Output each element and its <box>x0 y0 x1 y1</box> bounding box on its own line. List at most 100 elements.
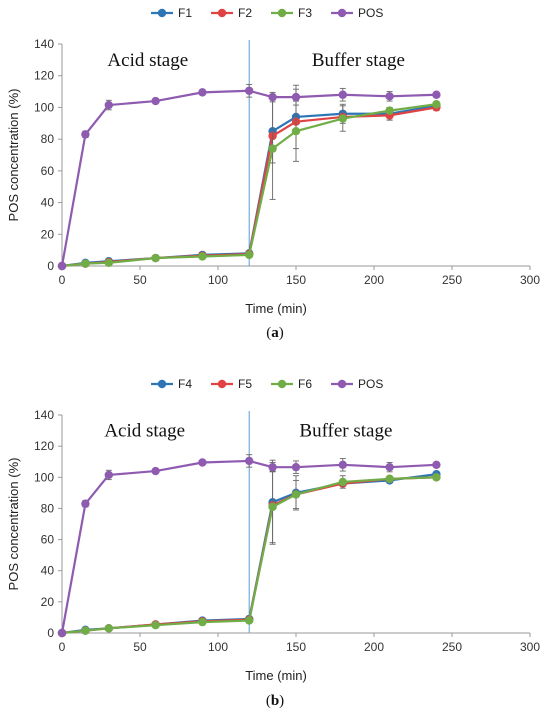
chart-panel-b: 0 20 40 60 80 100 120 140 0 50 100 150 200 250 300 Time… <box>0 358 550 716</box>
data-point-pos <box>198 88 207 97</box>
data-point-pos <box>57 261 67 271</box>
legend-label: POS <box>358 6 383 20</box>
y-tick-label: 40 <box>41 196 55 210</box>
data-point-f6 <box>104 624 114 633</box>
legend-label: F3 <box>298 6 312 20</box>
data-point-f3 <box>432 100 441 109</box>
x-tick-label: 50 <box>133 640 147 654</box>
legend-item-f3: F3 <box>271 6 312 20</box>
chart-a-svg: 0 20 40 60 80 100 120 140 0 50 100 150 200 250 300 Time… <box>6 6 540 316</box>
data-point-f6 <box>245 616 254 625</box>
x-tick-label: 300 <box>520 640 540 654</box>
buffer-stage-label: Buffer stage <box>312 50 405 71</box>
data-point-pos <box>245 86 254 95</box>
y-tick-label: 40 <box>41 564 55 578</box>
acid-stage-label: Acid stage <box>104 421 185 442</box>
data-point-pos <box>104 100 114 110</box>
data-point-f6 <box>291 490 301 499</box>
legend-marker <box>217 8 227 18</box>
data-point-f3 <box>338 114 347 123</box>
x-tick-label: 250 <box>442 640 462 654</box>
legend-marker <box>277 379 287 389</box>
data-point-pos <box>338 90 347 99</box>
y-tick-label: 60 <box>41 164 55 178</box>
x-tick-label: 150 <box>286 640 306 654</box>
y-axis-title: POS concentration (%) <box>6 89 21 222</box>
x-tick-label: 200 <box>364 273 384 287</box>
data-point-pos <box>432 460 441 470</box>
x-tick-label: 150 <box>286 273 306 287</box>
data-point-pos <box>57 628 67 638</box>
legend-item-f2: F2 <box>211 6 252 20</box>
legend-marker <box>337 379 347 389</box>
legend-marker <box>217 379 227 389</box>
y-tick-label: 120 <box>34 439 54 453</box>
data-point-pos <box>81 130 90 139</box>
data-point-f6 <box>268 502 277 512</box>
legend-label: F5 <box>238 377 252 391</box>
y-tick-label: 0 <box>47 259 54 273</box>
data-point-f3 <box>291 127 301 136</box>
series-pos <box>57 83 441 271</box>
legend-marker <box>337 8 347 18</box>
data-point-f6 <box>151 621 160 630</box>
x-tick-label: 100 <box>208 273 228 287</box>
data-point-pos <box>268 462 277 472</box>
legend-label: POS <box>358 377 383 391</box>
series-f3 <box>57 97 441 271</box>
x-tick-label: 200 <box>364 640 384 654</box>
data-point-f3 <box>385 106 394 115</box>
y-tick-label: 60 <box>41 533 55 547</box>
legend-item-pos: POS <box>331 377 383 391</box>
legend-label: F4 <box>178 377 192 391</box>
x-axis-title: Time (min) <box>245 301 307 316</box>
data-point-f3 <box>104 258 114 268</box>
y-tick-label: 20 <box>41 595 55 609</box>
data-point-pos <box>385 92 394 101</box>
data-point-f6 <box>432 473 441 482</box>
legend-label: F6 <box>298 377 312 391</box>
data-point-f6 <box>385 474 394 484</box>
y-tick-label: 120 <box>34 69 54 83</box>
y-tick-label: 20 <box>41 227 55 241</box>
data-point-f6 <box>338 477 347 487</box>
x-tick-label: 100 <box>208 640 228 654</box>
caption-b: (b) <box>265 693 285 709</box>
y-tick-label: 100 <box>34 470 54 484</box>
legend-label: F1 <box>178 6 192 20</box>
legend-marker <box>277 8 287 18</box>
series-pos <box>57 454 441 638</box>
data-point-pos <box>245 456 254 466</box>
x-tick-label: 50 <box>133 273 147 287</box>
chart-b-svg: 0 20 40 60 80 100 120 140 0 50 100 150 200 250 300 Time… <box>6 377 540 683</box>
data-point-pos <box>432 90 441 99</box>
data-point-pos <box>291 462 301 472</box>
buffer-stage-label: Buffer stage <box>299 421 392 442</box>
chart-panel-a: 0 20 40 60 80 100 120 140 0 50 100 150 200 250 300 Time… <box>6 6 540 341</box>
data-point-pos <box>151 466 160 476</box>
data-point-f3 <box>268 144 277 153</box>
data-point-f3 <box>245 250 254 260</box>
caption-a: (a) <box>266 325 284 341</box>
data-point-pos <box>291 92 301 102</box>
data-point-f6 <box>81 626 90 635</box>
data-point-pos <box>151 96 160 106</box>
legend-label: F2 <box>238 6 252 20</box>
x-tick-label: 250 <box>442 273 462 287</box>
legend-item-f4: F4 <box>151 377 192 391</box>
data-point-pos <box>104 470 114 480</box>
data-point-f6 <box>198 617 207 627</box>
x-tick-label: 300 <box>520 273 540 287</box>
legend-item-f5: F5 <box>211 377 252 391</box>
y-tick-label: 80 <box>41 132 55 146</box>
legend-item-pos: POS <box>331 6 383 20</box>
legend-item-f6: F6 <box>271 377 312 391</box>
legend-marker <box>157 8 167 18</box>
y-axis-title: POS concentration (%) <box>6 458 21 591</box>
y-tick-label: 0 <box>47 626 54 640</box>
y-tick-label: 100 <box>34 100 54 114</box>
y-tick-label: 140 <box>34 408 54 422</box>
legend-marker <box>157 379 167 389</box>
data-point-pos <box>268 92 277 102</box>
y-tick-label: 140 <box>34 37 54 51</box>
